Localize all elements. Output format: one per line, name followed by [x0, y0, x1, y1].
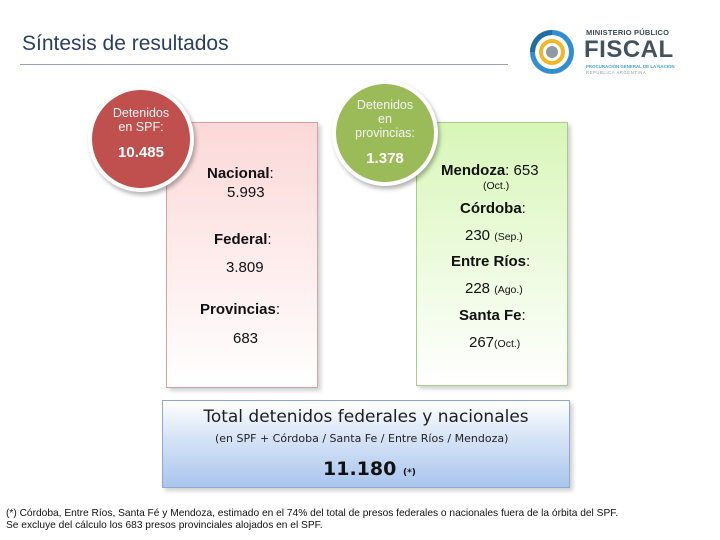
province-santa-fe: Santa Fe:	[459, 307, 526, 324]
nacional-label: Nacional:	[207, 165, 274, 182]
province-santa-fe-value: 267(Oct.)	[469, 334, 521, 351]
spf-label-line2: en SPF:	[118, 120, 164, 134]
federal-value: 3.809	[226, 259, 264, 276]
logo-line-ministerio: MINISTERIO PÚBLICO	[586, 28, 670, 37]
federal-label: Federal:	[214, 231, 272, 248]
logo-line-republica: REPÚBLICA ARGENTINA	[586, 70, 647, 75]
title-divider	[20, 64, 508, 65]
province-mendoza: Mendoza: 653	[441, 162, 539, 179]
logo-line-fiscal: FISCAL	[584, 36, 674, 63]
provinces-label-line3: provincias:	[355, 126, 415, 140]
spf-total-circle: Detenidos en SPF: 10.485	[88, 86, 194, 192]
footnote-line1: (*) Córdoba, Entre Ríos, Santa Fé y Mend…	[6, 508, 619, 519]
total-title: Total detenidos federales y nacionales	[203, 407, 529, 427]
provincias-label: Provincias:	[200, 301, 281, 318]
province-entre-rios-value: 228 (Ago.)	[465, 280, 523, 297]
province-cordoba-value: 230 (Sep.)	[465, 227, 523, 244]
slide-title: Síntesis de resultados	[22, 32, 229, 55]
provinces-total-circle: Detenidos en provincias: 1.378	[332, 80, 438, 186]
footnote-line2: Se excluye del cálculo los 683 presos pr…	[6, 520, 323, 531]
provinces-label-line1: Detenidos	[356, 98, 414, 112]
sun-logo-icon	[530, 30, 574, 74]
spf-column: Nacional: 5.993 Federal: 3.809 Provincia…	[166, 122, 318, 388]
nacional-value: 5.993	[227, 184, 265, 201]
ministerio-fiscal-logo: MINISTERIO PÚBLICO FISCAL PROCURACIÓN GE…	[528, 26, 698, 78]
total-summary-box: Total detenidos federales y nacionales (…	[162, 400, 570, 488]
footnote: (*) Córdoba, Entre Ríos, Santa Fé y Mend…	[6, 508, 618, 532]
provincias-value: 683	[233, 330, 259, 347]
spf-label-line1: Detenidos	[112, 106, 170, 120]
provinces-label-line2: en	[378, 112, 392, 126]
province-mendoza-note: (Oct.)	[483, 180, 510, 192]
total-subtitle: (en SPF + Córdoba / Santa Fe / Entre Río…	[215, 432, 509, 445]
spf-total-value: 10.485	[118, 144, 164, 161]
total-value: 11.180 (*)	[323, 458, 416, 480]
provinces-column: Mendoza: 653 (Oct.) Córdoba: 230 (Sep.) …	[416, 122, 568, 386]
province-cordoba: Córdoba:	[460, 200, 526, 217]
total-footnote-mark: (*)	[402, 468, 416, 478]
provinces-total-value: 1.378	[366, 150, 404, 167]
logo-line-procuracion: PROCURACIÓN GENERAL DE LA NACIÓN	[586, 64, 675, 69]
province-entre-rios: Entre Ríos:	[451, 253, 531, 270]
